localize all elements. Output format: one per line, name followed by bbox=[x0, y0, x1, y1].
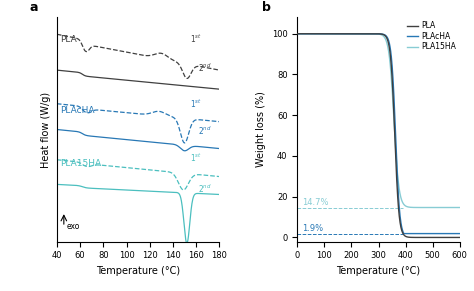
Y-axis label: Heat flow (W/g): Heat flow (W/g) bbox=[41, 91, 51, 168]
Text: 2$^{nd}$: 2$^{nd}$ bbox=[199, 125, 212, 137]
Legend: PLA, PLAcHA, PLA15HA: PLA, PLAcHA, PLA15HA bbox=[407, 21, 456, 51]
Text: PLAcHA: PLAcHA bbox=[60, 106, 95, 115]
Text: PLA: PLA bbox=[60, 35, 77, 44]
Text: 14.7%: 14.7% bbox=[302, 198, 328, 207]
Text: 1$^{st}$: 1$^{st}$ bbox=[191, 152, 202, 164]
Text: 2$^{nd}$: 2$^{nd}$ bbox=[199, 183, 212, 195]
Text: 1.9%: 1.9% bbox=[302, 224, 323, 233]
X-axis label: Temperature (°C): Temperature (°C) bbox=[96, 266, 180, 276]
Text: 1$^{st}$: 1$^{st}$ bbox=[191, 33, 202, 45]
Text: b: b bbox=[262, 1, 271, 14]
X-axis label: Temperature (°C): Temperature (°C) bbox=[337, 266, 420, 276]
Text: PLA15HA: PLA15HA bbox=[60, 159, 101, 168]
Text: exo: exo bbox=[66, 222, 80, 231]
Text: 1$^{st}$: 1$^{st}$ bbox=[191, 98, 202, 110]
Text: 2$^{nd}$: 2$^{nd}$ bbox=[199, 62, 212, 74]
Text: a: a bbox=[29, 1, 38, 14]
Y-axis label: Weight loss (%): Weight loss (%) bbox=[256, 92, 266, 167]
